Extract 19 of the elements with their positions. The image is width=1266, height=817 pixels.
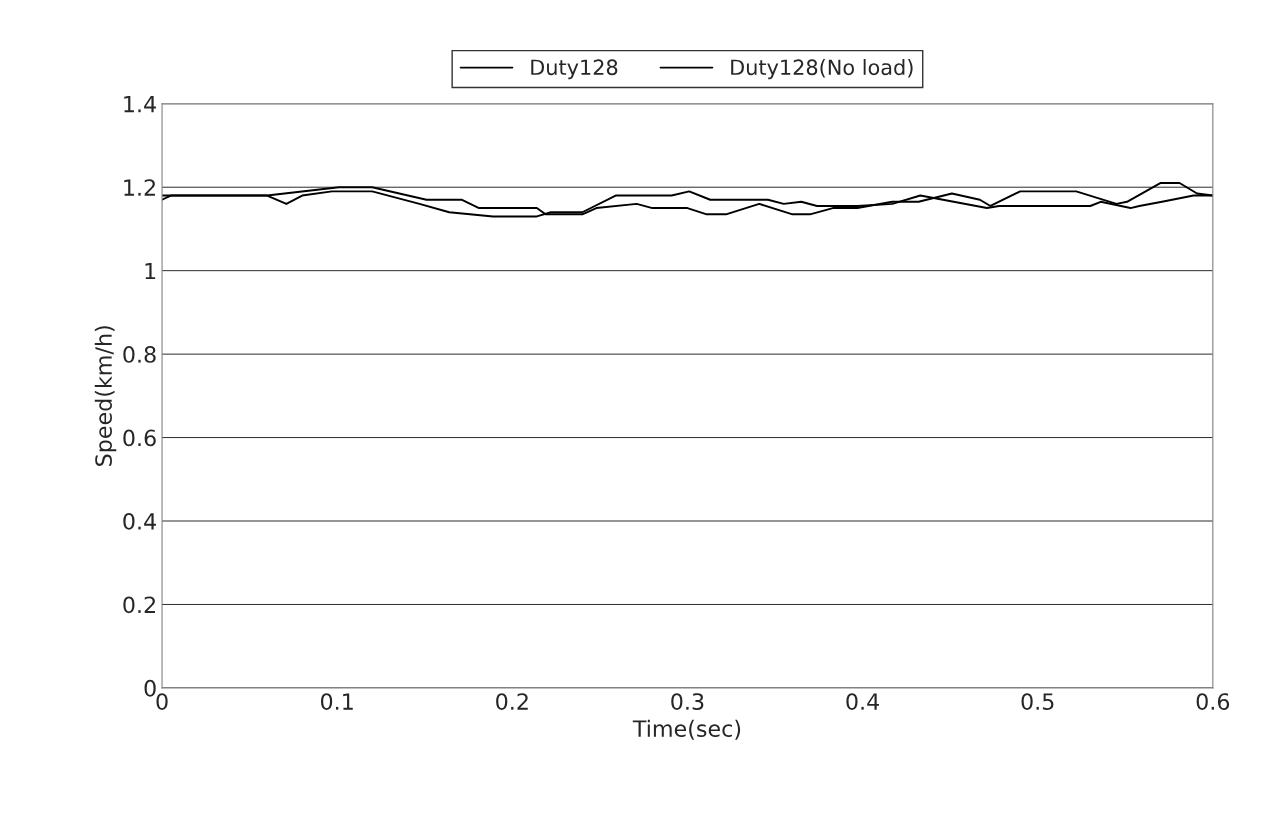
x-tick-label: 0.6 [1196,693,1230,710]
y-tick-label: 1 [145,262,156,280]
y-axis-title: Speed(km/h) [94,326,117,466]
x-tick-label: 0.5 [1021,693,1054,710]
x-axis-title: Time(sec) [632,719,741,740]
x-tick-label: 0.1 [320,693,353,710]
y-tick-label: 0.4 [123,512,156,530]
x-tick-label: 0 [156,693,168,710]
y-tick-label: 1.4 [124,96,156,113]
x-tick-label: 0.3 [671,693,704,710]
y-tick-label: 1.2 [124,179,155,196]
legend-label: Duty128(No load) [731,59,913,80]
y-tick-label: 0 [144,679,156,697]
y-tick-label: 0.8 [123,346,156,363]
x-tick-label: 0.2 [496,693,528,710]
legend-label: Duty128 [531,59,618,80]
x-tick-label: 0.4 [846,693,879,710]
y-tick-label: 0.2 [123,596,155,614]
y-tick-label: 0.6 [123,429,156,447]
